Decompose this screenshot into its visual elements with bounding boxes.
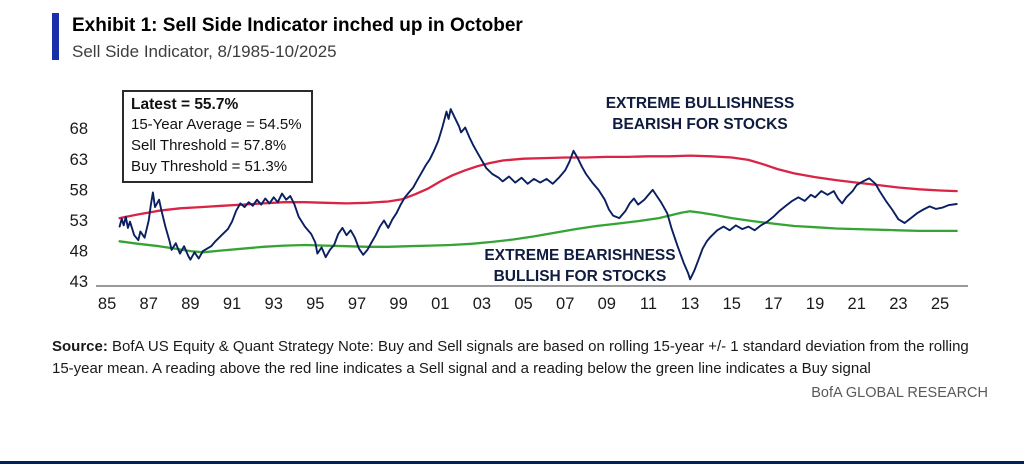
svg-text:95: 95 (306, 295, 324, 313)
chart-canvas: 43 48 53 58 63 68 85 87 89 91 93 95 97 99 01 03 05 07 09 11… (70, 107, 968, 313)
source-text: BofA US Equity & Quant Strategy Note: Bu… (52, 337, 969, 378)
svg-text:91: 91 (223, 295, 241, 313)
chart-area: 43 48 53 58 63 68 85 87 89 91 93 95 97 99 01 03 05 07 09 11… (10, 86, 1014, 323)
brand-credit: BofA GLOBAL RESEARCH (811, 384, 988, 401)
svg-text:07: 07 (556, 295, 574, 313)
stat-sell-threshold: Sell Threshold = 57.8% (131, 136, 287, 154)
svg-text:13: 13 (681, 295, 699, 313)
svg-text:25: 25 (931, 295, 949, 313)
svg-text:19: 19 (806, 295, 824, 313)
stat-latest: Latest = 55.7% (131, 95, 239, 113)
svg-text:85: 85 (98, 295, 116, 313)
svg-text:05: 05 (514, 295, 532, 313)
svg-text:48: 48 (70, 242, 88, 260)
svg-text:03: 03 (473, 295, 491, 313)
svg-text:99: 99 (389, 295, 407, 313)
svg-text:63: 63 (70, 151, 88, 169)
svg-text:11: 11 (640, 295, 657, 313)
svg-text:87: 87 (140, 295, 158, 313)
svg-text:09: 09 (598, 295, 616, 313)
svg-text:21: 21 (848, 295, 866, 313)
title-block: Exhibit 1: Sell Side Indicator inched up… (72, 13, 523, 62)
svg-text:53: 53 (70, 212, 88, 230)
exhibit-subtitle: Sell Side Indicator, 8/1985-10/2025 (72, 41, 337, 61)
svg-text:58: 58 (70, 181, 88, 199)
svg-text:43: 43 (70, 273, 88, 291)
svg-text:97: 97 (348, 295, 366, 313)
svg-text:23: 23 (889, 295, 907, 313)
svg-text:68: 68 (70, 120, 88, 138)
stat-box: Latest = 55.7% 15-Year Average = 54.5% S… (122, 89, 313, 184)
exhibit-header: Exhibit 1: Sell Side Indicator inched up… (52, 13, 1024, 62)
bottom-divider (0, 461, 1024, 464)
label-extreme-bearishness: EXTREME BEARISHNESS BULLISH FOR STOCKS (484, 246, 676, 285)
svg-text:01: 01 (431, 295, 449, 313)
stat-buy-threshold: Buy Threshold = 51.3% (131, 157, 288, 175)
svg-text:89: 89 (181, 295, 199, 313)
stat-average: 15-Year Average = 54.5% (131, 116, 302, 134)
svg-text:93: 93 (265, 295, 283, 313)
svg-text:17: 17 (764, 295, 782, 313)
exhibit-title: Exhibit 1: Sell Side Indicator inched up… (72, 15, 523, 36)
label-extreme-bullishness: EXTREME BULLISHNESS BEARISH FOR STOCKS (605, 94, 795, 133)
accent-bar (52, 13, 59, 60)
source-label: Source: (52, 337, 108, 355)
svg-text:15: 15 (723, 295, 741, 313)
source-note: Source: BofA US Equity & Quant Strategy … (52, 336, 990, 381)
